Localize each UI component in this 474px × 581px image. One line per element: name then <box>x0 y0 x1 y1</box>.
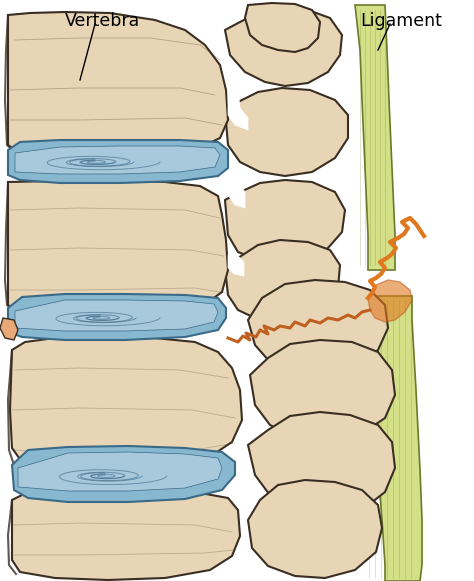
Polygon shape <box>8 12 228 158</box>
Polygon shape <box>12 489 240 580</box>
Polygon shape <box>365 296 422 581</box>
Polygon shape <box>8 181 228 318</box>
Polygon shape <box>228 255 244 276</box>
Polygon shape <box>225 180 345 264</box>
Polygon shape <box>0 318 18 340</box>
Polygon shape <box>245 3 320 52</box>
Text: Ligament: Ligament <box>360 12 442 30</box>
Polygon shape <box>15 146 220 174</box>
Polygon shape <box>225 240 340 322</box>
Text: Vertebra: Vertebra <box>65 12 140 30</box>
Polygon shape <box>8 140 228 183</box>
Polygon shape <box>18 452 222 491</box>
Polygon shape <box>225 88 348 176</box>
Polygon shape <box>228 80 248 130</box>
Polygon shape <box>10 337 242 473</box>
Polygon shape <box>12 446 235 502</box>
Polygon shape <box>248 280 388 375</box>
Polygon shape <box>368 280 412 322</box>
Polygon shape <box>225 8 342 86</box>
Polygon shape <box>248 412 395 518</box>
Polygon shape <box>250 340 395 442</box>
Polygon shape <box>8 294 226 340</box>
Polygon shape <box>355 5 395 270</box>
Polygon shape <box>228 155 245 208</box>
Polygon shape <box>15 300 218 331</box>
Polygon shape <box>248 480 382 578</box>
